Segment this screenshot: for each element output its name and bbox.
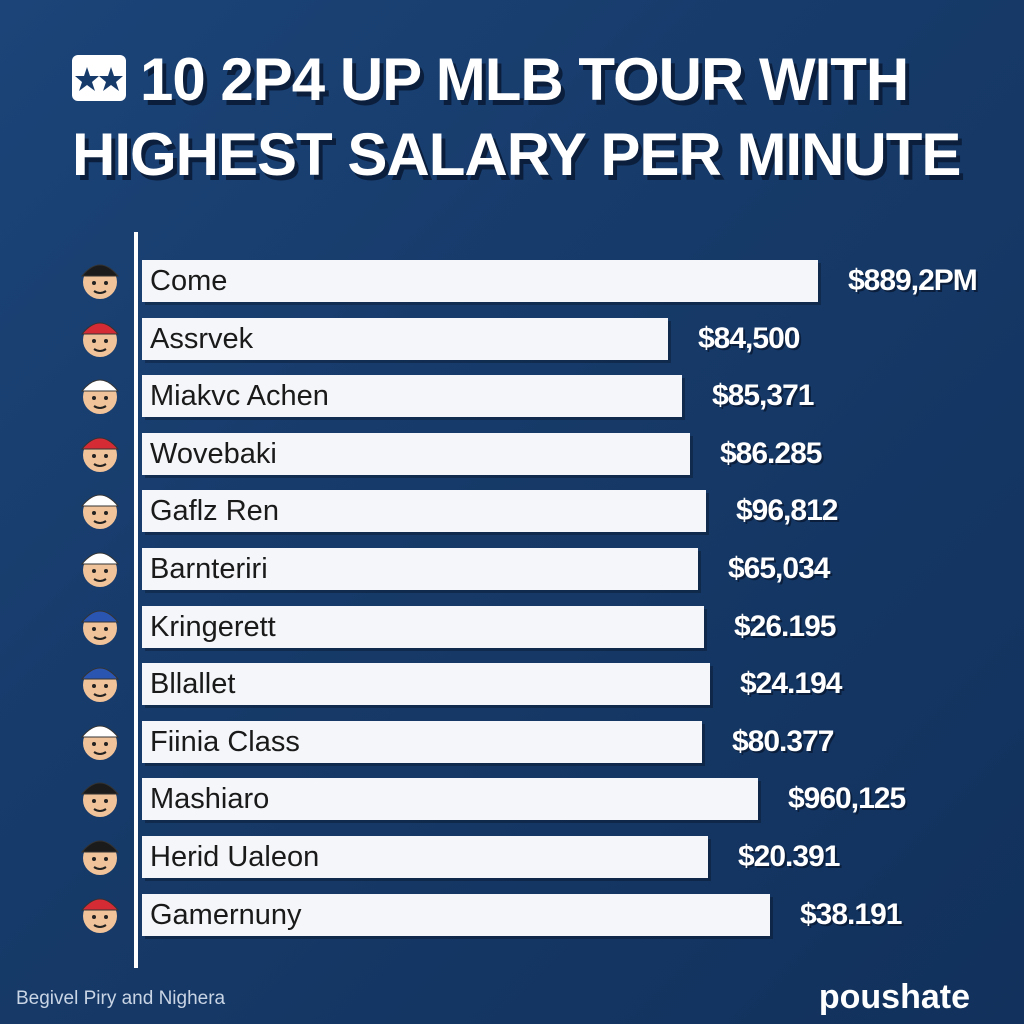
salary-label: $84,500 (698, 321, 800, 355)
bar (142, 548, 698, 590)
player-name: Bllallet (150, 668, 236, 701)
footer-credit: Begivel Piry and Nighera (16, 988, 226, 1009)
salary-label: $38.191 (800, 897, 902, 931)
title-line: HIGHEST SALARY PER MINUTE (72, 121, 961, 188)
player-name: Gaflz Ren (150, 495, 279, 528)
avatar-icon (80, 840, 120, 875)
salary-label: $889,2PM (848, 264, 978, 297)
bar (142, 778, 758, 821)
avatar-icon (80, 437, 120, 472)
avatar-icon (80, 264, 120, 299)
avatar-icon (80, 494, 120, 530)
bar (142, 432, 690, 475)
player-name: Miakvc Achen (150, 380, 329, 413)
salary-label: $65,034 (728, 552, 830, 585)
bar (142, 720, 702, 763)
title-line: 10 2P4 UP MLB TOUR WITH (140, 46, 909, 113)
salary-label: $80.377 (732, 724, 834, 758)
salary-label: $960,125 (788, 782, 906, 816)
salary-label: $96,812 (736, 494, 838, 528)
player-name: Gamernuny (150, 898, 302, 931)
salary-label: $86.285 (720, 436, 822, 470)
footer-brand: poushate (818, 978, 970, 1016)
salary-label: $26.195 (734, 609, 836, 643)
player-name: Wovebaki (150, 437, 277, 470)
avatar-icon (80, 552, 120, 587)
salary-label: $24.194 (740, 667, 842, 701)
bar (142, 663, 710, 706)
player-name: Barnteriri (150, 553, 268, 585)
bar (142, 893, 770, 936)
player-name: Fiinia Class (150, 725, 300, 758)
avatar-icon (80, 782, 120, 818)
bar (142, 605, 704, 648)
avatar-icon (80, 725, 120, 760)
avatar-icon (80, 667, 120, 703)
title-badge (72, 55, 126, 101)
avatar-icon (80, 322, 120, 357)
player-name: Kringerett (150, 610, 276, 643)
bar (142, 260, 818, 302)
salary-label: $85,371 (712, 379, 814, 413)
avatar-icon (80, 610, 120, 645)
bar (142, 836, 708, 878)
player-name: Come (150, 265, 228, 297)
bar (142, 317, 668, 360)
salary-label: $20.391 (738, 840, 840, 873)
avatar-icon (80, 379, 120, 415)
bar (142, 375, 682, 418)
player-name: Assrvek (150, 322, 254, 355)
avatar-icon (80, 898, 120, 933)
axis-line (134, 232, 138, 968)
player-name: Mashiaro (150, 783, 270, 816)
bar (142, 490, 706, 533)
player-name: Herid Ualeon (150, 841, 320, 873)
